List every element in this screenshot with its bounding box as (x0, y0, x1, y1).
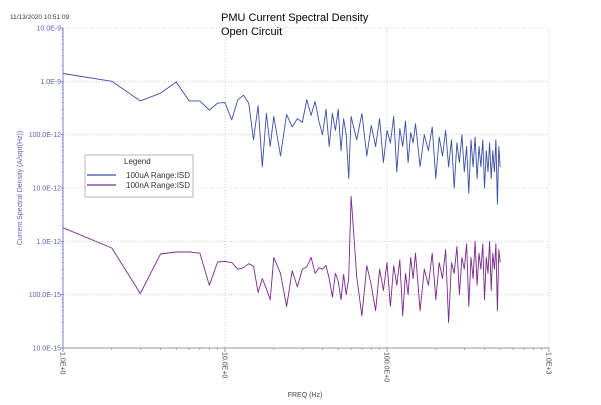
legend-label-100ua: 100uA Range:ISD (126, 171, 190, 180)
axes: 1.0E+0 10.0E+0 100.0E+0 1.0E+3 10.0E-9 1.0E-9… (29, 26, 552, 383)
chart-subtitle: Open Circuit (221, 26, 282, 38)
x-tick-label: 1.0E+3 (545, 352, 552, 374)
y-tick-label: 10.0E-9 (36, 26, 61, 33)
x-axis-title: FREQ (Hz) (288, 392, 323, 399)
series-group (62, 73, 501, 324)
y-tick-label: 10.0E-15 (33, 346, 62, 353)
legend-label-100na: 100nA Range:ISD (126, 181, 190, 190)
y-tick-label: 10.0E-12 (33, 186, 62, 193)
x-tick-label: 10.0E+0 (221, 352, 228, 378)
series-line-1 (62, 195, 501, 324)
x-tick-label: 100.0E+0 (383, 352, 390, 382)
series-line-0 (62, 73, 501, 205)
y-tick-label: 100.0E-12 (29, 132, 61, 139)
grid (63, 27, 550, 348)
x-tick-label: 1.0E+0 (59, 352, 66, 374)
y-tick-label: 1.0E-12 (36, 239, 61, 246)
chart-title: PMU Current Spectral Density (221, 12, 369, 24)
y-axis-title: Current Spectral Density (A/sqrt(Hz)) (17, 131, 24, 245)
y-tick-label: 1.0E-9 (40, 79, 61, 86)
timestamp: 11/13/2020 10:51:09 (10, 14, 70, 21)
legend-box (84, 154, 194, 198)
legend: Legend 100uA Range:ISD 100nA Range:ISD (84, 154, 194, 198)
y-tick-label: 100.0E-15 (29, 292, 61, 299)
legend-title: Legend (124, 157, 151, 166)
